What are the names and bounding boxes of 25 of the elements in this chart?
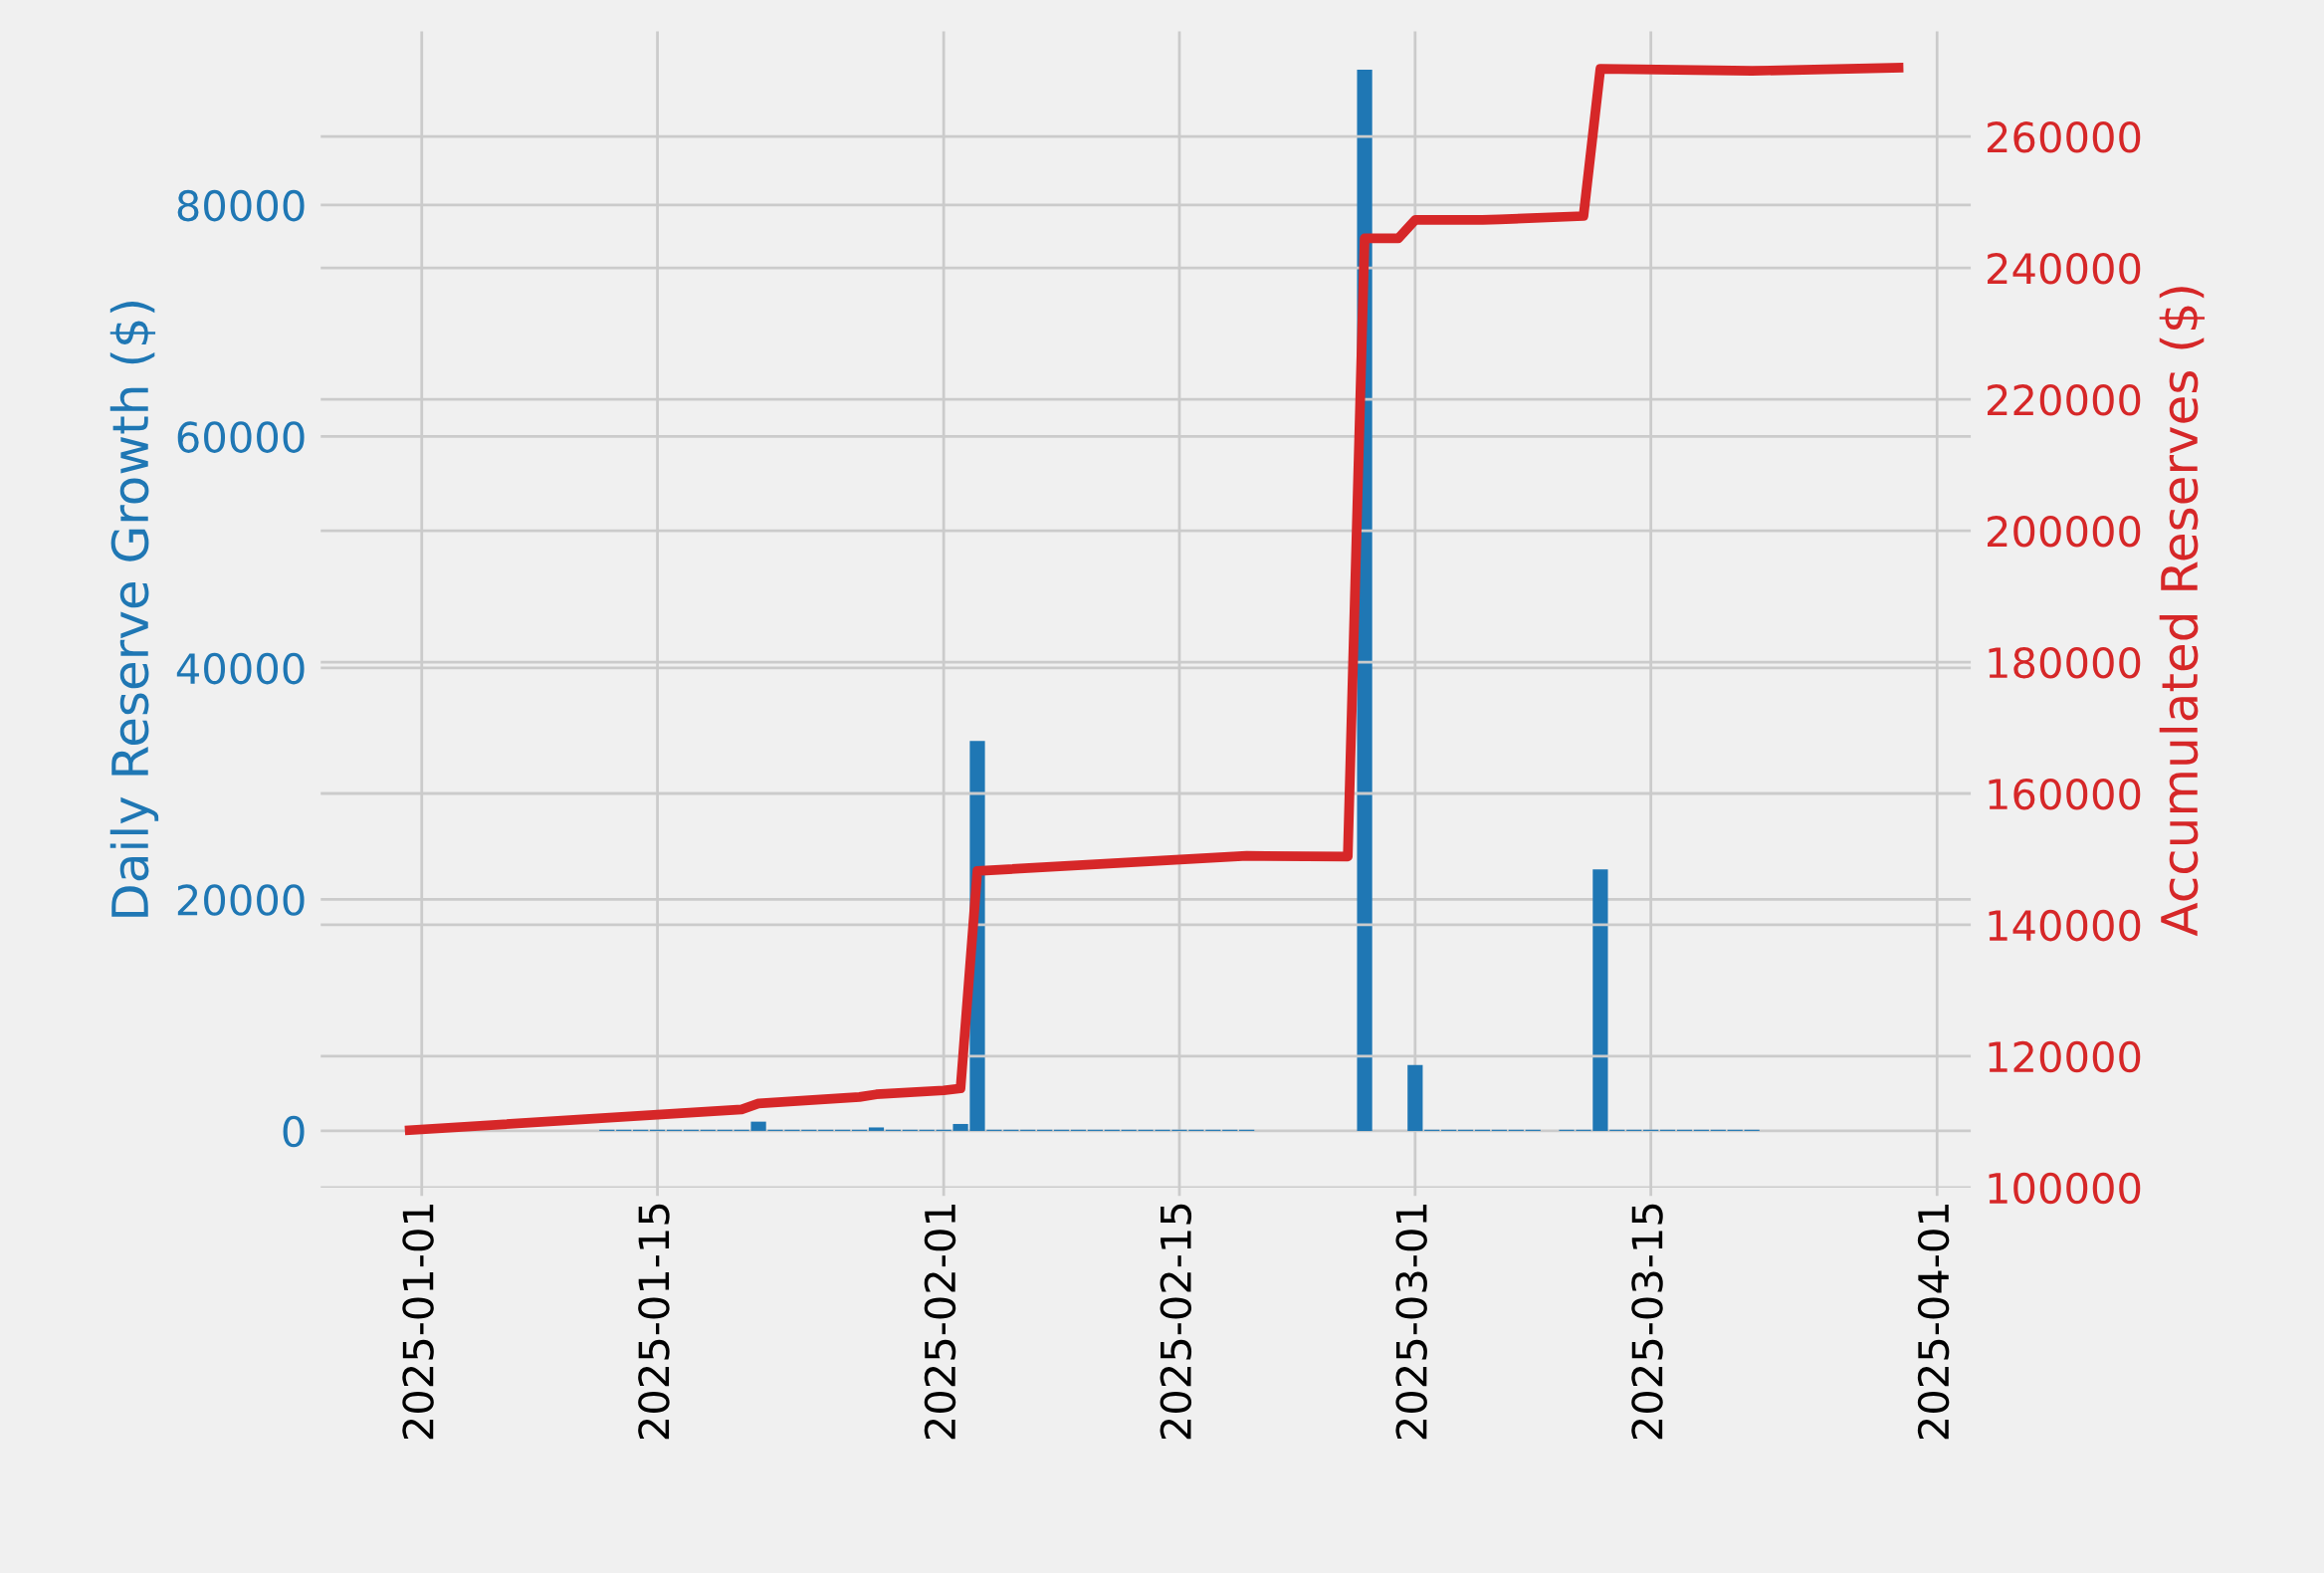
- y2-tick-label: 220000: [1988, 384, 2141, 416]
- y-tick-label: 20000: [177, 884, 305, 916]
- y-tick-label: 80000: [177, 189, 305, 222]
- x-tick-label: 2025-02-15: [1160, 1204, 1192, 1440]
- x-tick-label: 2025-01-01: [402, 1204, 434, 1440]
- y-tick-label: 40000: [176, 652, 305, 685]
- y2-axis-title: Accumulated Reserves ($): [2159, 287, 2206, 937]
- y2-tick-label: 100000: [1989, 1172, 2141, 1205]
- y2-tick-label: 140000: [1989, 909, 2141, 942]
- x-tick-label: 2025-02-01: [924, 1204, 956, 1440]
- y2-tick-label: 240000: [1988, 253, 2141, 285]
- y2-tick-label: 180000: [1989, 646, 2141, 679]
- y2-tick-label: 260000: [1988, 121, 2141, 153]
- bar: [1407, 1064, 1423, 1131]
- y2-tick-label: 200000: [1988, 515, 2141, 548]
- y-tick-label: 0: [283, 1115, 305, 1148]
- bar: [868, 1127, 885, 1131]
- y-axis-title: Daily Reserve Growth ($): [109, 302, 159, 917]
- x-tick-label: 2025-03-01: [1395, 1204, 1427, 1440]
- y-tick-label: 60000: [177, 421, 305, 453]
- x-tick-label: 2025-03-15: [1631, 1204, 1663, 1440]
- x-tick-label: 2025-04-01: [1917, 1204, 1950, 1440]
- x-tick-label: 2025-01-15: [638, 1204, 670, 1440]
- y2-tick-label: 120000: [1989, 1040, 2141, 1073]
- y2-tick-label: 160000: [1989, 778, 2141, 810]
